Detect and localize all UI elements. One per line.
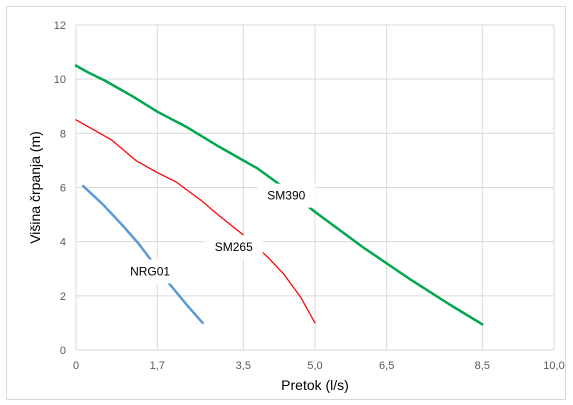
series-labels: SM390 SM265 NRG01 bbox=[121, 183, 316, 284]
series-label-nrg01: NRG01 bbox=[130, 264, 170, 278]
chart-frame: SM390 SM265 NRG01 0 2 4 6 8 10 12 0 1,7 3,5 5,0 6,5 8,… bbox=[6, 6, 566, 400]
tick-labels: 0 2 4 6 8 10 12 0 1,7 3,5 5,0 6,5 8,5 10,0 bbox=[54, 20, 565, 372]
series-line-sm390 bbox=[74, 64, 484, 326]
x-tick-label: 6,5 bbox=[379, 360, 394, 372]
y-tick-label: 10 bbox=[54, 74, 66, 86]
y-tick-label: 12 bbox=[54, 20, 66, 32]
x-axis-title: Pretok (l/s) bbox=[281, 377, 349, 393]
y-tick-label: 0 bbox=[60, 345, 66, 357]
y-tick-label: 2 bbox=[60, 291, 66, 303]
y-tick-label: 8 bbox=[60, 128, 66, 140]
gridlines bbox=[75, 24, 555, 351]
chart-plot: SM390 SM265 NRG01 0 2 4 6 8 10 12 0 1,7 3,5 5,0 6,5 8,… bbox=[27, 20, 565, 393]
x-tick-label: 0 bbox=[73, 360, 79, 372]
x-tick-label: 3,5 bbox=[236, 360, 251, 372]
series-line-sm265 bbox=[75, 119, 316, 324]
series-label-backdrop bbox=[204, 235, 263, 260]
x-tick-label: 1,7 bbox=[150, 360, 165, 372]
series-label-sm390: SM390 bbox=[267, 189, 305, 203]
series-label-sm265: SM265 bbox=[215, 240, 253, 254]
series-line-nrg01 bbox=[81, 184, 204, 325]
series-label-backdrop bbox=[257, 183, 316, 208]
x-tick-label: 10,0 bbox=[543, 360, 564, 372]
y-tick-label: 6 bbox=[60, 183, 66, 195]
x-tick-label: 5,0 bbox=[307, 360, 322, 372]
series-lines bbox=[74, 64, 484, 326]
series-label-backdrop bbox=[121, 259, 180, 284]
x-tick-label: 8,5 bbox=[475, 360, 490, 372]
y-axis-title: Višina črpanja (m) bbox=[27, 131, 43, 244]
y-tick-label: 4 bbox=[60, 237, 66, 249]
